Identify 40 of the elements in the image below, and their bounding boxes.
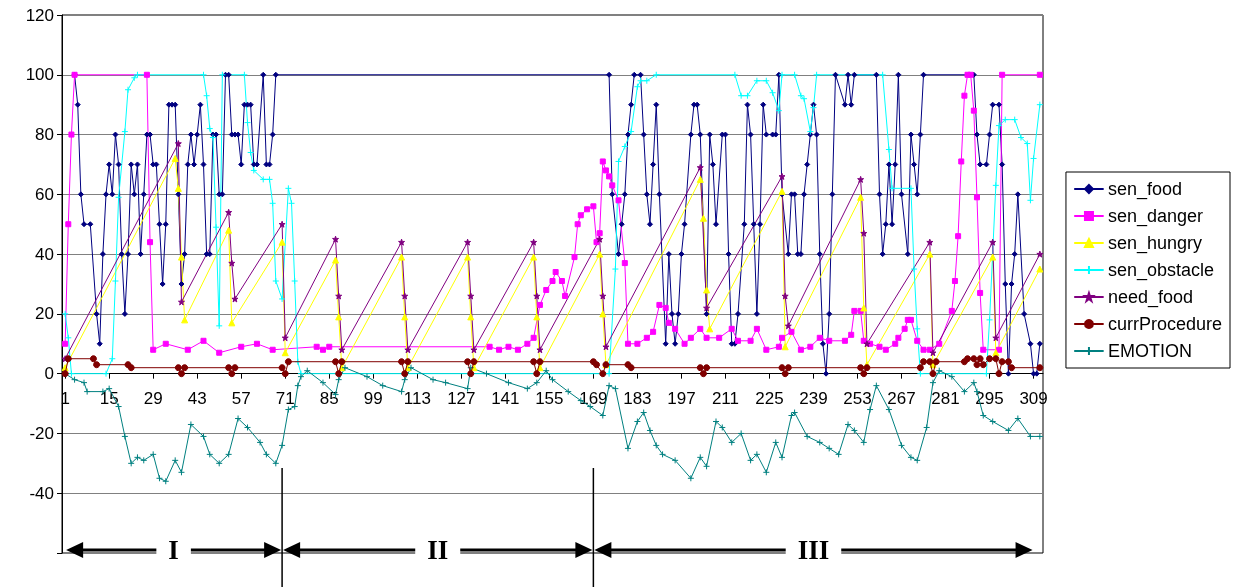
x-tick-label: 141 [491,388,520,408]
legend-label: sen_food [1107,179,1183,200]
y-tick-label: 20 [35,304,54,324]
y-tick-label: 100 [25,65,54,85]
x-tick-label: 197 [667,388,696,408]
x-tick-label: 85 [319,388,339,408]
x-tick-label: 239 [799,388,828,408]
x-tick-label: 155 [535,388,564,408]
x-tick-label: 169 [579,388,608,408]
y-tick-label: 80 [35,125,54,145]
legend-label: currProcedure [1107,314,1222,334]
x-tick-label: 281 [931,388,960,408]
y-tick-label: 60 [35,184,54,204]
y-tick-label: 40 [35,244,54,264]
legend-label: sen_obstacle [1107,260,1215,281]
x-tick-label: 295 [975,388,1004,408]
x-tick-label: 71 [275,388,295,408]
annotation: II [427,535,449,565]
legend-label: EMOTION [1107,341,1192,361]
legend-label: sen_danger [1107,206,1204,227]
y-tick-label: 120 [25,5,54,25]
x-tick-label: 113 [403,388,431,408]
x-tick-label: 225 [755,388,784,408]
x-tick-label: 99 [363,388,383,408]
x-tick-label: 43 [187,388,207,408]
annotation: I [168,535,179,565]
x-tick-label: 57 [231,388,251,408]
x-tick-label: 127 [447,388,476,408]
y-tick-label: -20 [29,423,54,443]
x-tick-label: 183 [623,388,652,408]
annotation: III [797,535,830,565]
y-tick-label: 0 [44,364,54,384]
x-tick-label: 211 [711,388,739,408]
x-tick-label: 253 [843,388,872,408]
x-tick-label: 267 [887,388,916,408]
x-tick-label: 309 [1019,388,1048,408]
legend-label: need_food [1107,287,1194,308]
x-tick-label: 29 [143,388,163,408]
y-tick-label: -40 [29,483,54,503]
legend-label: sen_hungry [1107,233,1203,254]
